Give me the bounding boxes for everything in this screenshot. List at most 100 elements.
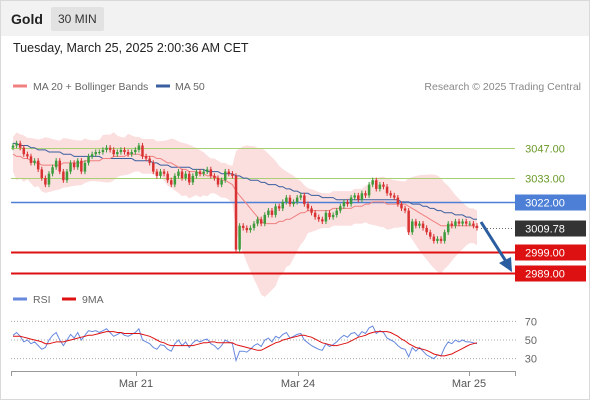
candle-body [400,204,403,209]
candle-body [292,201,295,205]
candle [65,168,69,183]
candle-body [263,214,267,224]
ma20-legend-label: MA 20 + Bollinger Bands [33,81,148,93]
candle [22,145,26,157]
candle-body [159,171,162,176]
candle-body [162,171,166,174]
candle [98,149,101,155]
ma20-line [12,153,478,229]
candle-body [396,197,400,205]
candle [15,140,18,149]
candle-body [134,149,137,153]
candle [58,158,62,175]
candle [249,225,252,233]
candle [472,221,475,229]
candle [213,173,216,181]
candle [371,177,374,188]
candle-body [371,180,374,185]
candle [173,173,177,188]
candle-body [231,173,234,176]
candle [281,199,285,212]
candle [324,210,328,225]
candle-body [245,227,249,231]
candle-body [83,162,87,172]
candle [162,168,166,177]
candle [234,173,238,253]
candle [238,223,241,253]
candle [141,142,144,159]
candle [385,184,389,196]
candle [288,194,292,207]
candle [310,205,313,216]
candle-body [223,171,227,181]
forecast-arrow [479,221,512,272]
candle [205,166,209,175]
candle-body [152,162,155,172]
candles [11,140,479,253]
rsi-legend: RSI 9MA [13,294,104,306]
candle [396,194,400,207]
price-pane: 3047.00 3033.00 3022.00 3009.78 2999.00 2989.… [11,132,586,298]
candle [126,149,130,157]
candle-body [144,156,148,159]
candle [285,194,288,205]
candle [393,192,396,201]
candle-body [285,197,288,202]
rsi-legend-label: RSI [33,294,51,306]
candle-body [76,160,79,168]
candle-body [11,145,15,148]
candle [198,168,202,177]
price-legend: MA 20 + Bollinger Bands MA 50 Research ©… [13,81,581,93]
candle-body [443,232,446,241]
candle [364,190,367,199]
candle [252,221,256,231]
support-2-tag [515,265,586,282]
level-labels: 3047.00 3033.00 3022.00 3009.78 2999.00 2989.… [515,144,586,282]
candle-body [227,171,231,174]
candle-body [299,195,303,198]
candle-body [123,149,126,153]
candle-body [303,195,306,205]
candle-body [116,152,119,155]
candle [18,140,22,151]
top-bar: Gold 30 MIN [0,0,590,36]
candle-body [457,221,461,224]
support-1-label: 2999.00 [525,248,565,260]
candle [62,168,65,183]
candle-body [468,223,472,225]
candle-body [47,173,51,185]
candle [339,203,342,214]
candle-body [378,184,382,189]
candle-body [472,223,475,226]
candle-body [407,210,410,233]
candle-body [425,227,428,233]
x-axis: Mar 21 Mar 24 Mar 25 [11,371,516,390]
candle-body [270,210,274,215]
candle [105,145,108,153]
candle [403,205,407,214]
candle [216,175,220,188]
candle-body [119,149,123,153]
timeframe-badge[interactable]: 30 MIN [51,7,104,31]
candle-body [180,171,184,179]
candle-body [421,223,425,228]
candle [475,223,479,231]
candle [191,173,195,186]
candle-body [267,210,270,215]
candle-body [155,171,159,176]
candle [464,218,468,227]
rsi-ma-legend-swatch [62,297,76,301]
candle-body [475,225,479,228]
candle-body [385,186,389,194]
candle-body [90,154,94,157]
candle-body [249,227,252,231]
candle-body [220,180,223,185]
candle-body [436,238,439,241]
candle-body [389,193,392,196]
candle [353,192,356,201]
candle-body [353,195,356,198]
candle-body [432,236,436,241]
candle [349,194,353,207]
candle [195,168,198,179]
candle-body [274,206,277,215]
